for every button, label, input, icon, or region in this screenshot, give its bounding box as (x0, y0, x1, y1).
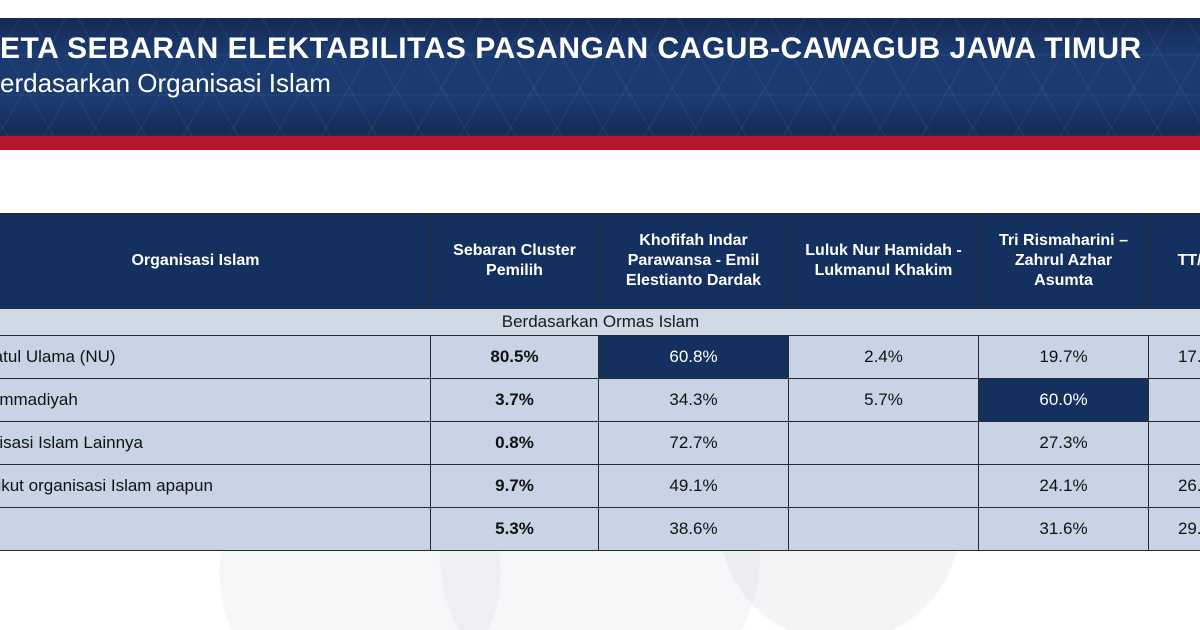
row-tri: 19.7% (979, 336, 1149, 379)
table-row: ganisasi Islam Lainnya 0.8% 72.7% 27.3% (0, 422, 1200, 465)
table-row: hdlatul Ulama (NU) 80.5% 60.8% 2.4% 19.7… (0, 336, 1200, 379)
row-tt (1149, 379, 1200, 422)
row-label: uhammadiyah (0, 379, 431, 422)
table-header-row: Organisasi Islam Sebaran Cluster Pemilih… (0, 214, 1200, 309)
row-cluster: 80.5% (431, 336, 599, 379)
row-khofifah: 60.8% (599, 336, 789, 379)
row-label: /TJ (0, 508, 431, 551)
table-row: /TJ 5.3% 38.6% 31.6% 29.8 (0, 508, 1200, 551)
row-tt (1149, 422, 1200, 465)
col-khofifah: Khofifah Indar Parawansa - Emil Elestian… (599, 214, 789, 309)
col-cluster: Sebaran Cluster Pemilih (431, 214, 599, 309)
row-label: ganisasi Islam Lainnya (0, 422, 431, 465)
table-body: Berdasarkan Ormas Islam hdlatul Ulama (N… (0, 309, 1200, 551)
table-row: uhammadiyah 3.7% 34.3% 5.7% 60.0% (0, 379, 1200, 422)
table-subheader-row: Berdasarkan Ormas Islam (0, 309, 1200, 336)
title-banner: ETA SEBARAN ELEKTABILITAS PASANGAN CAGUB… (0, 18, 1200, 136)
row-cluster: 3.7% (431, 379, 599, 422)
row-label: lak ikut organisasi Islam apapun (0, 465, 431, 508)
row-cluster: 5.3% (431, 508, 599, 551)
page-title: ETA SEBARAN ELEKTABILITAS PASANGAN CAGUB… (0, 18, 1200, 68)
row-tt: 29.8 (1149, 508, 1200, 551)
electability-table-wrap: Organisasi Islam Sebaran Cluster Pemilih… (0, 213, 1200, 551)
row-tri: 60.0% (979, 379, 1149, 422)
row-cluster: 9.7% (431, 465, 599, 508)
row-luluk (789, 465, 979, 508)
row-luluk: 5.7% (789, 379, 979, 422)
electability-table: Organisasi Islam Sebaran Cluster Pemilih… (0, 213, 1200, 551)
row-khofifah: 49.1% (599, 465, 789, 508)
row-tri: 27.3% (979, 422, 1149, 465)
title-banner-stripe (0, 136, 1200, 150)
col-organisasi: Organisasi Islam (0, 214, 431, 309)
row-cluster: 0.8% (431, 422, 599, 465)
page-subtitle: erdasarkan Organisasi Islam (0, 68, 1200, 99)
page: ETA SEBARAN ELEKTABILITAS PASANGAN CAGUB… (0, 18, 1200, 630)
row-khofifah: 72.7% (599, 422, 789, 465)
row-khofifah: 38.6% (599, 508, 789, 551)
row-luluk (789, 422, 979, 465)
row-label: hdlatul Ulama (NU) (0, 336, 431, 379)
row-tri: 31.6% (979, 508, 1149, 551)
row-luluk: 2.4% (789, 336, 979, 379)
row-tt: 17.1 (1149, 336, 1200, 379)
table-subheader: Berdasarkan Ormas Islam (0, 309, 1200, 336)
col-luluk: Luluk Nur Hamidah - Lukmanul Khakim (789, 214, 979, 309)
table-row: lak ikut organisasi Islam apapun 9.7% 49… (0, 465, 1200, 508)
row-khofifah: 34.3% (599, 379, 789, 422)
col-tt: TT/T (1149, 214, 1200, 309)
col-tri: Tri Rismaharini – Zahrul Azhar Asumta (979, 214, 1149, 309)
row-tt: 26.8 (1149, 465, 1200, 508)
row-tri: 24.1% (979, 465, 1149, 508)
row-luluk (789, 508, 979, 551)
